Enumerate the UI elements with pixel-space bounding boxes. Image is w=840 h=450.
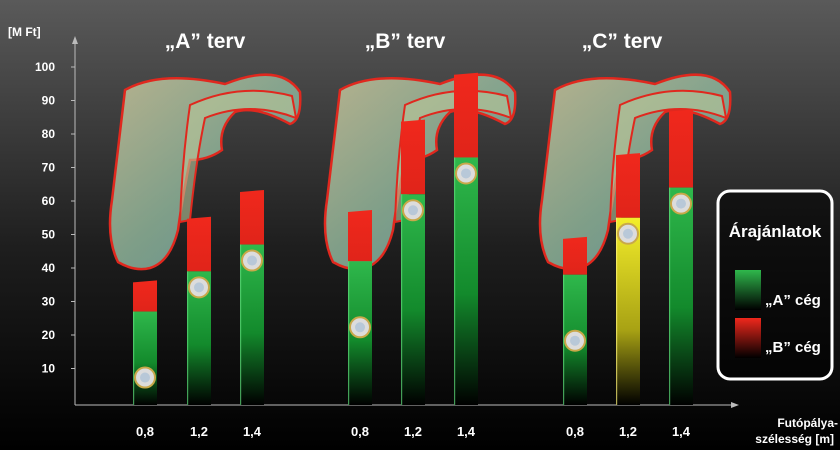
legend: Árajánlatok „A” cég „B” cég: [716, 189, 834, 381]
bar-b-company: [563, 236, 587, 275]
y-tick-label: 40: [42, 261, 56, 275]
bar-edge-highlight: [454, 157, 456, 405]
coin-center-icon: [194, 282, 204, 293]
bar-a-company: [133, 311, 157, 405]
y-axis-arrow: [72, 36, 78, 44]
coin-center-icon: [140, 372, 150, 383]
bar-edge-highlight: [616, 217, 618, 405]
bar-a-company: [401, 194, 425, 405]
bar-a-company: [616, 217, 640, 405]
bar-b-company: [348, 210, 372, 262]
x-tick-label: 1,4: [243, 424, 262, 439]
y-tick-label: 30: [42, 295, 56, 309]
coin-center-icon: [461, 168, 471, 179]
bar-b-company: [401, 119, 425, 195]
x-axis-label-line1: Futópálya-: [777, 416, 838, 430]
site-map-image: [108, 73, 302, 271]
group-title: „B” terv: [365, 30, 446, 53]
x-tick-label: 1,2: [404, 424, 422, 439]
y-tick-label: 20: [42, 328, 56, 342]
legend-swatch-b-company: [735, 318, 761, 358]
site-map-runway: [178, 89, 298, 224]
coin-center-icon: [355, 322, 365, 333]
group-titles: „A” terv „B” terv „C” terv: [165, 30, 663, 53]
bar-edge-highlight: [240, 244, 242, 405]
bar-a-company: [669, 187, 693, 405]
x-tick-label: 0,8: [566, 424, 584, 439]
x-axis-arrow: [731, 402, 739, 408]
group-title: „A” terv: [165, 30, 246, 53]
bar-edge-highlight: [563, 274, 565, 405]
y-tick-label: 100: [35, 60, 55, 74]
coin-center-icon: [570, 335, 580, 346]
bar-b-company: [616, 153, 640, 218]
y-tick-label: 50: [42, 228, 56, 242]
y-tick-label: 60: [42, 194, 56, 208]
y-ticks: 10 20 30 40 50 60 70 80 90 100: [35, 60, 75, 376]
x-tick-label: 1,4: [672, 424, 691, 439]
y-tick-label: 90: [42, 94, 56, 108]
group-title: „C” terv: [582, 30, 663, 53]
y-tick-label: 80: [42, 127, 56, 141]
legend-title: Árajánlatok: [729, 222, 822, 241]
y-tick-label: 70: [42, 161, 56, 175]
x-tick-label: 0,8: [351, 424, 369, 439]
bar-edge-highlight: [187, 271, 189, 405]
bar-edge-highlight: [401, 194, 403, 405]
y-tick-label: 10: [42, 362, 56, 376]
legend-label-b-company: „B” cég: [765, 339, 821, 356]
x-tick-labels: 0,8 1,2 1,4 0,8 1,2 1,4 0,8 1,2 1,4: [136, 424, 691, 439]
x-tick-label: 1,2: [190, 424, 208, 439]
bar-a-company: [454, 157, 478, 405]
bar-b-company: [669, 109, 693, 188]
y-axis-unit-label: [M Ft]: [8, 25, 41, 39]
legend-swatch-a-company: [735, 270, 761, 310]
bar-edge-highlight: [133, 311, 135, 405]
bar-edge-highlight: [348, 261, 350, 405]
x-tick-label: 1,4: [457, 424, 476, 439]
bar-edge-highlight: [669, 187, 671, 405]
x-axis-label-line2: szélesség [m]: [755, 432, 834, 446]
coin-center-icon: [247, 255, 257, 266]
coin-center-icon: [408, 205, 418, 216]
bar-b-company: [454, 72, 478, 158]
bar-b-company: [133, 280, 157, 312]
x-tick-label: 1,2: [619, 424, 637, 439]
bar-b-company: [240, 189, 264, 245]
bar-b-company: [187, 216, 211, 272]
bars: [133, 72, 693, 405]
coin-center-icon: [623, 228, 633, 239]
coin-center-icon: [676, 198, 686, 209]
x-tick-label: 0,8: [136, 424, 154, 439]
site-map-outline: [108, 73, 302, 271]
legend-label-a-company: „A” cég: [765, 292, 821, 309]
site-map-runway: [608, 89, 728, 224]
